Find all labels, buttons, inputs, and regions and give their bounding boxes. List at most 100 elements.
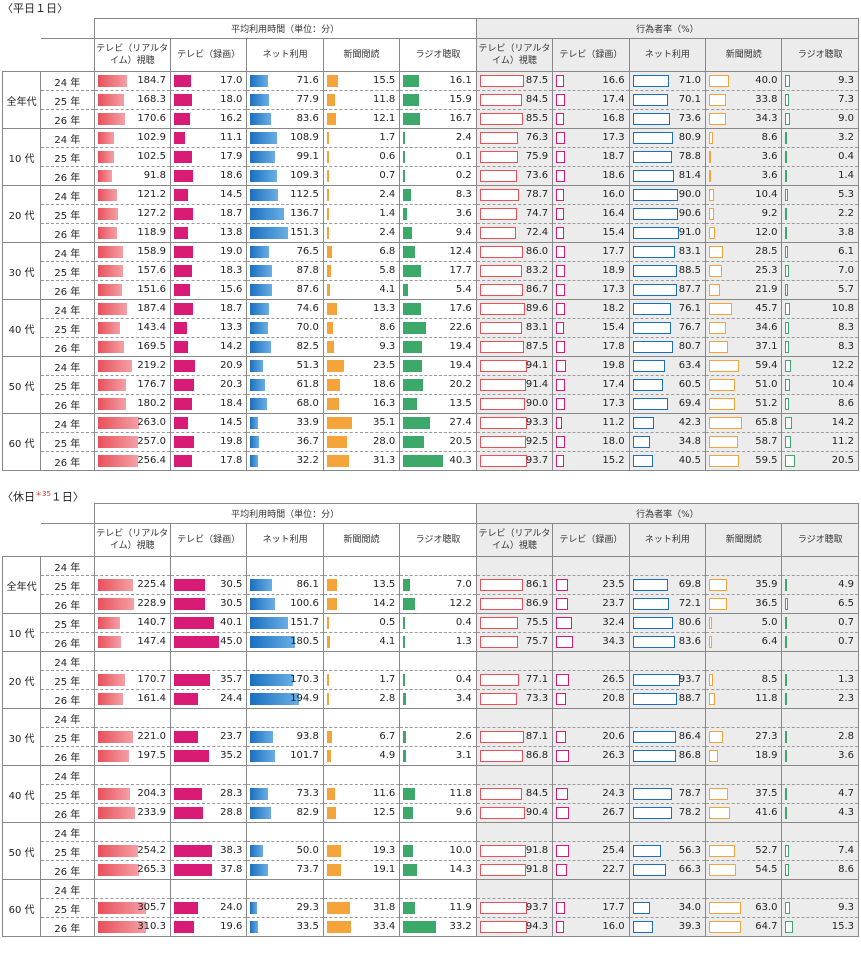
rate-cell — [475, 822, 554, 842]
time-cell: 15.9 — [399, 90, 477, 110]
rate-value: 16.0 — [602, 189, 625, 200]
time-cell: 8.3 — [399, 185, 477, 205]
rate-bar — [479, 208, 517, 220]
table-row: 26 年 256.4 17.8 32.2 31.3 40.3 93.7 15.2 40.5 59.… — [3, 451, 859, 471]
time-value: 23.5 — [373, 360, 396, 371]
time-value: 12.1 — [373, 113, 396, 124]
rate-cell: 17.3 — [552, 128, 630, 148]
rate-bar — [556, 360, 567, 372]
rate-cell: 94.3 — [475, 917, 554, 937]
time-cell: 35.2 — [169, 746, 248, 766]
time-value: 15.6 — [220, 284, 243, 295]
time-bar — [250, 693, 300, 705]
rate-value: 78.7 — [678, 788, 702, 799]
col-header: テレビ（録画） — [552, 523, 630, 557]
rate-value: 18.9 — [755, 750, 778, 761]
footnote-mark: ＊35 — [35, 490, 51, 498]
rate-cell: 14.2 — [781, 413, 859, 433]
rate-cell: 1.3 — [781, 670, 859, 690]
time-value: 82.5 — [296, 341, 319, 352]
time-bar — [326, 845, 341, 857]
time-value: 93.8 — [296, 731, 319, 742]
rate-bar — [785, 341, 790, 353]
year-label: 24 年 — [40, 879, 95, 899]
rate-bar — [709, 455, 740, 467]
rate-value: 2.3 — [838, 693, 854, 704]
time-cell: 15.5 — [322, 71, 401, 91]
rate-bar — [785, 246, 789, 258]
rate-cell: 86.0 — [475, 242, 554, 262]
time-value: 1.4 — [379, 208, 396, 219]
time-bar — [97, 693, 123, 705]
year-label: 26 年 — [40, 166, 95, 186]
table-row: 全年代 24 年 184.7 17.0 71.6 15.5 16.1 87.5 16.6 71.0… — [1, 71, 859, 129]
time-cell: 37.8 — [169, 860, 248, 880]
time-bar — [326, 360, 344, 372]
time-bar — [326, 132, 329, 144]
rate-value: 71.0 — [678, 75, 702, 86]
time-value: 118.9 — [137, 227, 166, 238]
rate-cell: 17.7 — [552, 242, 630, 262]
rate-cell: 34.8 — [628, 432, 707, 452]
time-cell — [399, 765, 477, 785]
year-label: 25 年 — [40, 375, 95, 395]
time-bar — [250, 864, 269, 876]
time-bar — [173, 189, 188, 201]
time-value: 184.7 — [137, 75, 166, 86]
rate-value: 51.2 — [755, 398, 778, 409]
time-bar — [250, 417, 259, 429]
time-bar — [173, 455, 192, 467]
time-cell: 305.7 — [93, 898, 171, 918]
year-label: 25 年 — [40, 575, 95, 595]
time-bar — [403, 731, 407, 743]
table-row: 25 年 143.4 13.3 70.0 8.6 22.6 83.1 15.4 76.7 34.6… — [3, 318, 859, 338]
rate-cell: 11.2 — [552, 413, 630, 433]
col-header: ネット利用 — [628, 38, 707, 72]
rate-cell: 54.5 — [705, 860, 783, 880]
time-bar — [403, 360, 423, 372]
time-cell: 5.8 — [322, 261, 401, 281]
age-group-label: 全年代 — [1, 71, 42, 129]
rate-value: 18.6 — [602, 170, 625, 181]
time-value: 6.8 — [379, 246, 396, 257]
time-bar — [250, 132, 278, 144]
time-value: 18.0 — [220, 94, 243, 105]
time-cell: 22.6 — [399, 318, 477, 338]
year-label: 25 年 — [40, 613, 95, 633]
col-header: テレビ（録画） — [552, 38, 630, 72]
time-bar — [403, 902, 416, 914]
rate-value: 11.2 — [602, 417, 625, 428]
time-value: 18.7 — [220, 303, 243, 314]
rate-cell — [628, 651, 707, 671]
age-group-label: 50 代 — [1, 822, 42, 880]
age-group-label: 30 代 — [1, 708, 42, 766]
time-bar — [97, 398, 126, 410]
rate-bar — [709, 170, 712, 182]
time-cell — [322, 651, 401, 671]
rate-bar — [556, 132, 566, 144]
rate-bar — [632, 455, 653, 467]
time-value: 176.7 — [137, 379, 166, 390]
rate-bar — [709, 227, 716, 239]
rate-value: 83.6 — [678, 636, 702, 647]
time-cell: 50.0 — [246, 841, 324, 861]
rate-value: 63.0 — [755, 902, 778, 913]
time-value: 16.1 — [449, 75, 472, 86]
rate-value: 73.3 — [525, 693, 549, 704]
time-cell: 0.4 — [399, 613, 477, 633]
time-value: 35.2 — [220, 750, 243, 761]
rate-cell — [475, 651, 554, 671]
time-value: 68.0 — [296, 398, 319, 409]
rate-cell: 32.4 — [552, 613, 630, 633]
rate-cell: 21.9 — [705, 280, 783, 300]
time-value: 187.4 — [137, 303, 166, 314]
time-cell: 13.8 — [169, 223, 248, 243]
time-cell: 109.3 — [246, 166, 324, 186]
time-bar — [403, 208, 408, 220]
time-cell: 9.3 — [322, 337, 401, 357]
rate-value: 40.0 — [755, 75, 778, 86]
rate-cell: 88.5 — [628, 261, 707, 281]
rate-value: 80.9 — [678, 132, 702, 143]
time-bar — [403, 455, 444, 467]
time-cell — [322, 708, 401, 728]
